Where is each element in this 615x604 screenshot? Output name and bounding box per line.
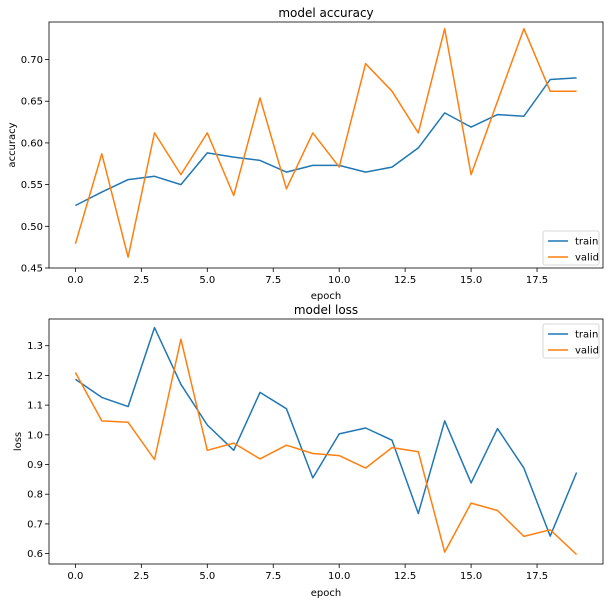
y-tick-label: 0.7 bbox=[27, 519, 43, 530]
x-tick-label: 15.0 bbox=[460, 571, 482, 582]
y-axis-label: loss bbox=[13, 432, 24, 451]
y-tick-label: 0.45 bbox=[21, 264, 43, 275]
series-line-valid bbox=[74, 27, 577, 258]
y-tick-label: 0.6 bbox=[27, 549, 43, 560]
y-tick-label: 1.1 bbox=[27, 401, 43, 412]
legend-label: valid bbox=[575, 346, 599, 357]
legend: train valid bbox=[542, 323, 600, 359]
x-tick-label: 17.5 bbox=[526, 275, 548, 286]
y-tick-label: 0.50 bbox=[21, 222, 43, 233]
chart-title: model loss bbox=[294, 303, 358, 317]
x-tick-label: 10.0 bbox=[328, 571, 350, 582]
x-tick-label: 17.5 bbox=[526, 571, 548, 582]
x-tick-label: 0.0 bbox=[67, 275, 83, 286]
plot-frame bbox=[48, 318, 604, 565]
x-tick-label: 0.0 bbox=[67, 571, 83, 582]
y-axis-label: accuracy bbox=[7, 122, 18, 167]
x-tick-label: 5.0 bbox=[199, 571, 215, 582]
legend-label: valid bbox=[575, 253, 599, 264]
x-tick-label: 12.5 bbox=[394, 571, 416, 582]
legend-label: train bbox=[575, 330, 598, 341]
chart-title: model accuracy bbox=[278, 6, 373, 20]
y-tick-label: 0.55 bbox=[21, 180, 43, 191]
x-tick-label: 7.5 bbox=[265, 275, 281, 286]
series-line-valid bbox=[74, 338, 578, 556]
x-axis-label: epoch bbox=[311, 291, 341, 302]
x-tick-label: 2.5 bbox=[133, 571, 149, 582]
x-axis-label: epoch bbox=[311, 588, 341, 599]
x-tick-label: 5.0 bbox=[199, 275, 215, 286]
x-tick-label: 15.0 bbox=[460, 275, 482, 286]
y-tick-label: 1.0 bbox=[27, 430, 43, 441]
x-tick-label: 7.5 bbox=[265, 571, 281, 582]
y-tick-label: 0.65 bbox=[21, 97, 43, 108]
legend-label: train bbox=[575, 237, 598, 248]
y-tick-label: 0.8 bbox=[27, 490, 43, 501]
y-tick-label: 0.70 bbox=[21, 55, 43, 66]
x-tick-label: 10.0 bbox=[328, 275, 350, 286]
x-tick-label: 2.5 bbox=[133, 275, 149, 286]
y-tick-label: 0.9 bbox=[27, 460, 43, 471]
loss-chart: model loss 0.0 2.5 5.0 7.5 10.0 12.5 15.0 17.5 0.… bbox=[13, 303, 604, 599]
accuracy-chart: model accuracy 0.0 2.5 5.0 7.5 10.0 12.5 15.0 17… bbox=[7, 6, 604, 302]
series-line-train bbox=[75, 77, 577, 207]
legend: train valid bbox=[542, 230, 600, 266]
y-tick-label: 0.60 bbox=[21, 138, 43, 149]
y-tick-label: 1.3 bbox=[27, 341, 43, 352]
plot-frame bbox=[48, 21, 604, 269]
x-tick-label: 12.5 bbox=[394, 275, 416, 286]
y-tick-label: 1.2 bbox=[27, 371, 43, 382]
series-line-train bbox=[74, 326, 578, 537]
